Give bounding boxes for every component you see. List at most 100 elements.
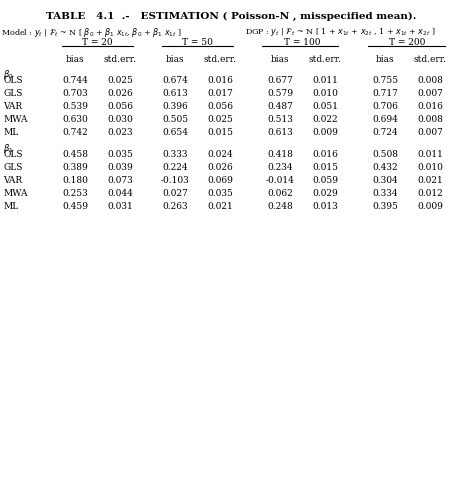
Text: TABLE   4.1  .-   ESTIMATION ( Poisson-N , misspecified mean).: TABLE 4.1 .- ESTIMATION ( Poisson-N , mi…: [46, 12, 416, 21]
Text: T = 200: T = 200: [389, 38, 425, 47]
Text: DGP : $y_t$ | $\mathcal{F}_t$ ~ N [ 1 + $x_{1t}$ + $x_{2t}$ , 1 + $x_{1t}$ + $x_: DGP : $y_t$ | $\mathcal{F}_t$ ~ N [ 1 + …: [245, 26, 436, 38]
Text: 0.396: 0.396: [162, 102, 188, 111]
Text: 0.263: 0.263: [162, 202, 188, 211]
Text: -0.103: -0.103: [161, 176, 189, 185]
Text: 0.016: 0.016: [417, 102, 443, 111]
Text: 0.703: 0.703: [62, 89, 88, 98]
Text: 0.706: 0.706: [372, 102, 398, 111]
Text: 0.010: 0.010: [312, 89, 338, 98]
Text: bias: bias: [66, 55, 84, 64]
Text: 0.022: 0.022: [312, 115, 338, 124]
Text: 0.056: 0.056: [207, 102, 233, 111]
Text: 0.044: 0.044: [107, 189, 133, 198]
Text: 0.334: 0.334: [372, 189, 398, 198]
Text: 0.674: 0.674: [162, 76, 188, 85]
Text: 0.694: 0.694: [372, 115, 398, 124]
Text: 0.008: 0.008: [417, 76, 443, 85]
Text: 0.011: 0.011: [312, 76, 338, 85]
Text: 0.025: 0.025: [107, 76, 133, 85]
Text: 0.513: 0.513: [267, 115, 293, 124]
Text: 0.389: 0.389: [62, 163, 88, 172]
Text: 0.017: 0.017: [207, 89, 233, 98]
Text: std.err.: std.err.: [203, 55, 237, 64]
Text: 0.009: 0.009: [312, 128, 338, 137]
Text: GLS: GLS: [3, 89, 22, 98]
Text: T = 100: T = 100: [284, 38, 320, 47]
Text: 0.630: 0.630: [62, 115, 88, 124]
Text: 0.059: 0.059: [312, 176, 338, 185]
Text: ML: ML: [3, 128, 18, 137]
Text: 0.016: 0.016: [312, 150, 338, 159]
Text: 0.487: 0.487: [267, 102, 293, 111]
Text: std.err.: std.err.: [103, 55, 136, 64]
Text: bias: bias: [271, 55, 289, 64]
Text: 0.007: 0.007: [417, 128, 443, 137]
Text: 0.031: 0.031: [107, 202, 133, 211]
Text: 0.035: 0.035: [207, 189, 233, 198]
Text: OLS: OLS: [3, 76, 23, 85]
Text: $\beta_1$: $\beta_1$: [3, 142, 13, 155]
Text: 0.069: 0.069: [207, 176, 233, 185]
Text: 0.654: 0.654: [162, 128, 188, 137]
Text: $\beta_0$: $\beta_0$: [3, 68, 14, 81]
Text: 0.007: 0.007: [417, 89, 443, 98]
Text: 0.026: 0.026: [107, 89, 133, 98]
Text: 0.025: 0.025: [207, 115, 233, 124]
Text: 0.021: 0.021: [207, 202, 233, 211]
Text: 0.062: 0.062: [267, 189, 293, 198]
Text: 0.458: 0.458: [62, 150, 88, 159]
Text: VAR: VAR: [3, 176, 22, 185]
Text: 0.613: 0.613: [162, 89, 188, 98]
Text: 0.224: 0.224: [162, 163, 188, 172]
Text: 0.010: 0.010: [417, 163, 443, 172]
Text: 0.539: 0.539: [62, 102, 88, 111]
Text: 0.021: 0.021: [417, 176, 443, 185]
Text: T = 50: T = 50: [182, 38, 213, 47]
Text: 0.724: 0.724: [372, 128, 398, 137]
Text: std.err.: std.err.: [413, 55, 446, 64]
Text: 0.508: 0.508: [372, 150, 398, 159]
Text: std.err.: std.err.: [309, 55, 341, 64]
Text: MWA: MWA: [3, 189, 28, 198]
Text: 0.459: 0.459: [62, 202, 88, 211]
Text: 0.029: 0.029: [312, 189, 338, 198]
Text: 0.026: 0.026: [207, 163, 233, 172]
Text: 0.505: 0.505: [162, 115, 188, 124]
Text: 0.024: 0.024: [207, 150, 233, 159]
Text: 0.579: 0.579: [267, 89, 293, 98]
Text: 0.008: 0.008: [417, 115, 443, 124]
Text: 0.016: 0.016: [207, 76, 233, 85]
Text: ML: ML: [3, 202, 18, 211]
Text: 0.015: 0.015: [207, 128, 233, 137]
Text: 0.744: 0.744: [62, 76, 88, 85]
Text: 0.027: 0.027: [162, 189, 188, 198]
Text: 0.248: 0.248: [267, 202, 293, 211]
Text: 0.613: 0.613: [267, 128, 293, 137]
Text: 0.013: 0.013: [312, 202, 338, 211]
Text: 0.011: 0.011: [417, 150, 443, 159]
Text: 0.755: 0.755: [372, 76, 398, 85]
Text: 0.009: 0.009: [417, 202, 443, 211]
Text: 0.395: 0.395: [372, 202, 398, 211]
Text: 0.023: 0.023: [107, 128, 133, 137]
Text: 0.333: 0.333: [162, 150, 188, 159]
Text: 0.012: 0.012: [417, 189, 443, 198]
Text: 0.039: 0.039: [107, 163, 133, 172]
Text: 0.717: 0.717: [372, 89, 398, 98]
Text: 0.056: 0.056: [107, 102, 133, 111]
Text: VAR: VAR: [3, 102, 22, 111]
Text: 0.304: 0.304: [372, 176, 398, 185]
Text: 0.432: 0.432: [372, 163, 398, 172]
Text: bias: bias: [376, 55, 394, 64]
Text: 0.015: 0.015: [312, 163, 338, 172]
Text: 0.180: 0.180: [62, 176, 88, 185]
Text: 0.030: 0.030: [107, 115, 133, 124]
Text: 0.253: 0.253: [62, 189, 88, 198]
Text: Model : $y_t$ | $\mathcal{F}_t$ ~ N [ $\beta_0$ + $\beta_1$ $x_{1t}$, $\beta_0$ : Model : $y_t$ | $\mathcal{F}_t$ ~ N [ $\…: [1, 26, 182, 39]
Text: 0.073: 0.073: [107, 176, 133, 185]
Text: -0.014: -0.014: [266, 176, 294, 185]
Text: 0.677: 0.677: [267, 76, 293, 85]
Text: 0.234: 0.234: [267, 163, 293, 172]
Text: 0.418: 0.418: [267, 150, 293, 159]
Text: 0.035: 0.035: [107, 150, 133, 159]
